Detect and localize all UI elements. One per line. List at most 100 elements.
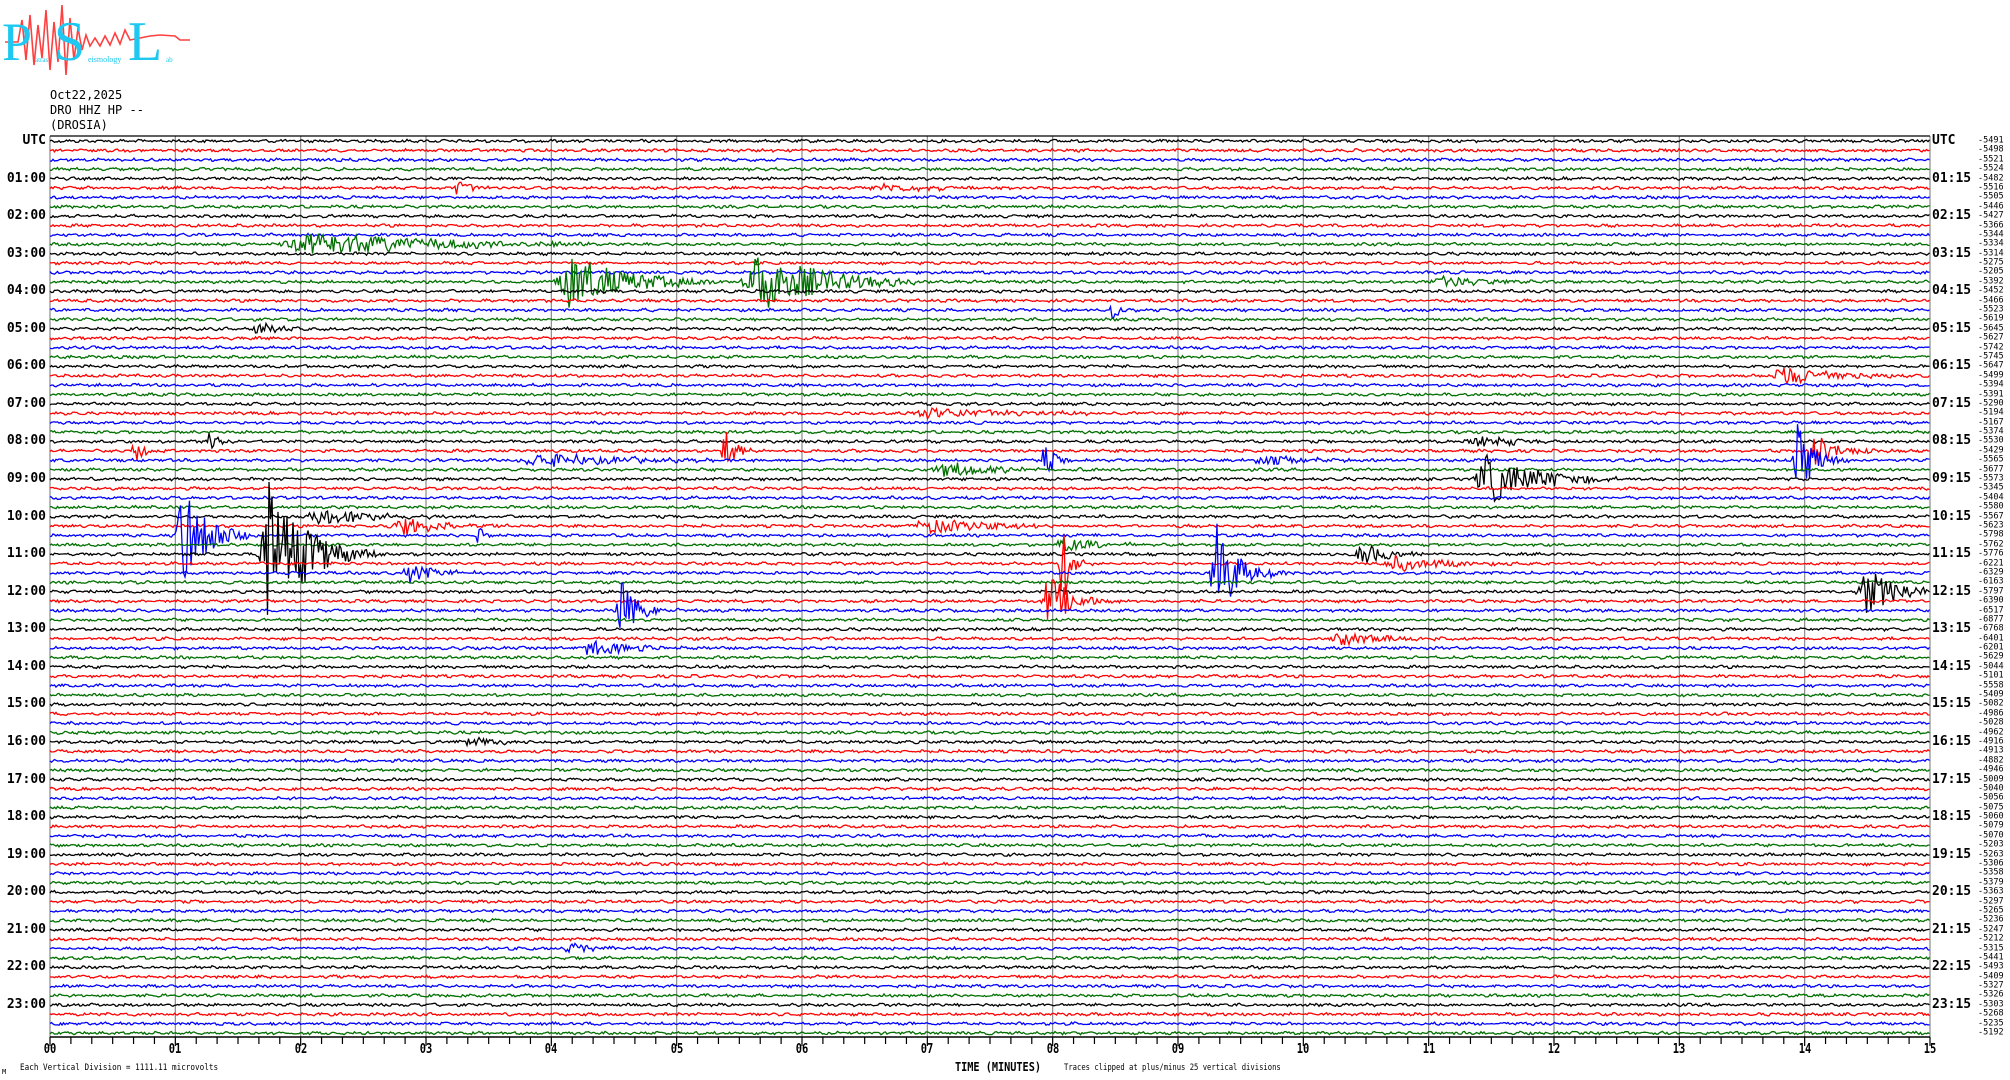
- seismic-trace: [49, 391, 1930, 398]
- trace-offset-label: -4946: [1978, 764, 2004, 775]
- hour-label-right: 03:15: [1932, 245, 1972, 261]
- seismic-trace: [49, 166, 1930, 172]
- hour-label-left: 15:00: [6, 696, 46, 712]
- seismic-trace: [49, 786, 1930, 792]
- trace-offset-label: -5530: [1978, 435, 2004, 446]
- seismic-trace: [50, 504, 1930, 510]
- hour-label-right: 05:15: [1932, 320, 1972, 336]
- trace-offset-label: -5203: [1978, 839, 2004, 850]
- seismic-trace: [49, 354, 1930, 360]
- x-tick-label: 03: [419, 1042, 433, 1057]
- seismic-trace: [49, 682, 1930, 689]
- seismic-trace: [49, 420, 1930, 426]
- seismic-trace: [49, 573, 1930, 613]
- trace-offset-label: -5745: [1978, 351, 2004, 362]
- trace-offset-label: -5524: [1978, 163, 2004, 174]
- trace-offset-label: -5192: [1978, 1027, 2004, 1038]
- hour-label-left: 06:00: [6, 358, 46, 374]
- seismic-trace: [49, 776, 1931, 783]
- trace-offset-label: -5297: [1978, 896, 2004, 907]
- trace-offset-label: -5409: [1978, 689, 2004, 700]
- trace-offset-label: -6768: [1978, 623, 2004, 634]
- hour-label-right: 08:15: [1932, 433, 1972, 449]
- hour-label-right: 09:15: [1932, 471, 1972, 487]
- hour-label-right: 23:15: [1932, 996, 1972, 1012]
- trace-offset-label: -5366: [1978, 220, 2004, 230]
- hour-label-right: 16:15: [1932, 733, 1972, 749]
- seismic-trace: [49, 321, 1930, 334]
- trace-offset-label: -5499: [1978, 370, 2004, 381]
- trace-offset-label: -4913: [1978, 745, 2004, 756]
- trace-offset-label: -5358: [1978, 867, 2004, 878]
- trace-offset-label: -5404: [1978, 492, 2004, 503]
- trace-offset-label: -5580: [1978, 501, 2004, 512]
- hour-label-left: 04:00: [6, 283, 46, 299]
- seismic-trace: [49, 639, 1930, 656]
- seismic-trace: [49, 992, 1930, 999]
- hour-label-left: 07:00: [6, 395, 46, 411]
- hour-label-left: 20:00: [6, 884, 46, 900]
- hour-label-left: 14:00: [6, 658, 46, 674]
- trace-offset-label: -5070: [1978, 830, 2004, 841]
- seismic-trace: [49, 485, 1930, 492]
- seismic-trace: [49, 983, 1930, 989]
- seismic-trace: [49, 213, 1930, 219]
- seismic-trace: [49, 429, 1931, 435]
- trace-offset-label: -5776: [1978, 548, 2004, 559]
- seismic-trace: [49, 974, 1930, 980]
- trace-offset-label: -6517: [1978, 605, 2004, 615]
- seismic-trace: [49, 579, 1930, 619]
- seismic-trace: [49, 842, 1930, 849]
- seismic-trace: [49, 1002, 1930, 1008]
- trace-offset-label: -5101: [1978, 670, 2004, 681]
- clip-note: Traces clipped at plus/minus 25 vertical…: [1064, 1063, 1281, 1073]
- trace-offset-label: -5482: [1978, 173, 2004, 184]
- trace-offset-label: -5194: [1978, 407, 2004, 418]
- seismic-trace: [49, 432, 1930, 465]
- seismic-trace: [49, 942, 1930, 954]
- trace-offset-label: -5505: [1978, 191, 2004, 202]
- trace-offset-label: -5275: [1978, 257, 2004, 268]
- x-tick-label: 08: [1046, 1042, 1059, 1057]
- logo-word-atras: atras: [35, 56, 48, 64]
- seismic-trace: [49, 250, 1930, 257]
- trace-offset-label: -6877: [1978, 614, 2004, 625]
- date-label: Oct22,2025: [50, 88, 123, 102]
- seismic-trace: [49, 203, 1930, 210]
- seismic-trace: [49, 453, 1930, 503]
- seismic-trace: [50, 316, 1930, 323]
- trace-offset-label: -5623: [1978, 520, 2004, 531]
- seismic-trace: [49, 870, 1930, 877]
- trace-offset-label: -5452: [1978, 285, 2004, 296]
- seismic-trace: [49, 147, 1930, 154]
- trace-offset-label: -6163: [1978, 576, 2004, 587]
- seismic-trace: [50, 908, 1930, 914]
- seismic-trace: [49, 617, 1930, 623]
- trace-offset-label: -4916: [1978, 736, 2004, 747]
- x-axis-title: TIME (MINUTES): [955, 1060, 1041, 1074]
- seismic-trace: [49, 955, 1931, 961]
- x-tick-label: 09: [1171, 1042, 1185, 1057]
- seismic-trace: [49, 692, 1930, 698]
- seismic-trace: [49, 138, 1930, 144]
- seismic-trace: [49, 257, 1930, 308]
- trace-offset-label: -4962: [1978, 727, 2004, 738]
- seismic-trace: [49, 1030, 1930, 1036]
- hour-label-left: 16:00: [6, 733, 46, 749]
- channel-label: DRO HHZ HP --: [50, 103, 144, 117]
- trace-offset-label: -5573: [1978, 473, 2004, 484]
- trace-offset-label: -5516: [1978, 182, 2004, 193]
- seismic-trace: [49, 297, 1930, 304]
- seismic-trace: [49, 536, 1930, 552]
- trace-offset-label: -5521: [1978, 154, 2004, 165]
- trace-offset-label: -5379: [1978, 877, 2004, 888]
- seismic-trace: [49, 711, 1930, 717]
- seismic-trace: [49, 880, 1930, 886]
- seismic-trace: [49, 523, 1930, 597]
- x-tick-label: 06: [795, 1042, 809, 1057]
- trace-offset-label: -5374: [1978, 426, 2004, 437]
- right-utc-label: UTC: [1932, 133, 1956, 148]
- hour-label-right: 10:15: [1932, 508, 1972, 524]
- seismic-trace: [49, 748, 1930, 754]
- trace-offset-label: -5742: [1978, 342, 2004, 353]
